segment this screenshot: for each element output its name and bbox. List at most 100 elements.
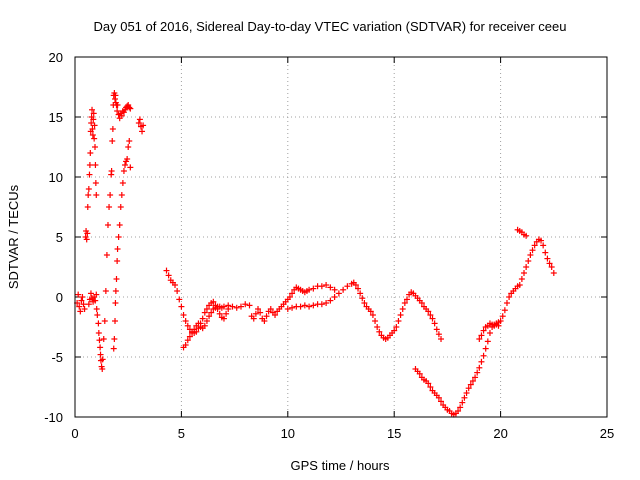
data-point	[455, 408, 462, 414]
data-point	[246, 302, 253, 309]
data-point	[127, 105, 134, 112]
data-point	[95, 330, 102, 336]
data-point	[212, 302, 219, 309]
data-point	[114, 246, 121, 252]
data-point	[99, 366, 106, 372]
data-point	[323, 300, 330, 306]
data-point	[120, 168, 127, 174]
data-point	[418, 300, 425, 306]
data-point	[480, 352, 487, 359]
data-point	[484, 338, 491, 345]
data-point	[369, 312, 376, 318]
data-point	[340, 286, 347, 293]
data-point	[118, 112, 125, 119]
data-point	[87, 290, 94, 297]
data-point	[96, 337, 103, 344]
data-point	[118, 192, 125, 198]
data-point	[229, 303, 236, 310]
data-point	[75, 291, 82, 298]
y-tick-label: 15	[49, 110, 63, 125]
data-point	[355, 285, 362, 292]
data-point	[399, 306, 406, 312]
data-point	[372, 318, 379, 324]
data-point	[93, 306, 100, 312]
data-point	[521, 270, 528, 276]
data-point	[87, 150, 94, 156]
data-point	[89, 132, 96, 138]
data-point	[306, 303, 313, 310]
data-point	[206, 313, 213, 320]
data-point	[501, 307, 508, 314]
data-point	[503, 300, 510, 306]
data-point	[359, 295, 366, 302]
data-point	[438, 336, 445, 342]
data-point	[112, 288, 119, 294]
x-tick-label: 25	[600, 426, 614, 441]
data-point	[99, 356, 106, 363]
data-point	[527, 252, 534, 258]
data-point	[85, 192, 92, 198]
data-point	[233, 304, 240, 311]
data-point	[86, 171, 93, 178]
data-point	[374, 324, 381, 330]
data-point	[478, 358, 485, 365]
data-point	[429, 315, 436, 322]
data-point	[318, 301, 325, 308]
data-point	[427, 384, 434, 390]
data-point	[81, 306, 88, 312]
data-point	[263, 313, 270, 320]
data-point	[178, 303, 185, 310]
data-point	[174, 288, 181, 294]
data-point	[261, 318, 268, 324]
data-point	[111, 336, 118, 342]
data-point	[78, 297, 85, 304]
y-tick-label: -5	[51, 350, 63, 365]
data-point	[352, 282, 359, 288]
data-point	[88, 120, 95, 126]
data-point	[327, 284, 334, 291]
data-point	[403, 296, 410, 303]
x-axis-label: GPS time / hours	[291, 458, 390, 473]
grid	[75, 57, 607, 417]
data-point	[92, 180, 99, 186]
data-point	[425, 380, 432, 387]
data-point	[393, 324, 400, 330]
data-point	[89, 126, 96, 132]
data-point	[318, 283, 325, 290]
data-point	[323, 282, 330, 288]
data-point	[90, 110, 97, 117]
data-point	[538, 237, 545, 244]
y-axis-ticks: -10 -5 0 5 10 15 20	[44, 50, 607, 425]
data-point	[523, 232, 530, 239]
data-point	[199, 315, 206, 322]
data-point	[85, 186, 92, 192]
data-point	[252, 310, 259, 317]
data-point	[482, 345, 489, 352]
data-point	[109, 138, 116, 144]
data-point	[357, 290, 364, 297]
data-point	[391, 327, 398, 334]
data-point	[459, 399, 466, 406]
data-point	[463, 390, 470, 396]
data-point	[195, 320, 202, 327]
data-point	[531, 242, 538, 249]
data-point	[542, 249, 549, 256]
data-point	[189, 330, 196, 336]
data-point	[486, 330, 493, 336]
y-tick-label: 20	[49, 50, 63, 65]
data-point	[331, 286, 338, 293]
data-point	[77, 308, 84, 315]
data-point	[186, 333, 193, 340]
data-point	[182, 318, 189, 324]
data-point	[518, 276, 525, 282]
data-point	[401, 300, 408, 306]
data-point	[163, 267, 170, 274]
data-point	[112, 92, 119, 99]
data-point	[478, 332, 485, 339]
data-point	[84, 204, 91, 210]
data-point	[272, 312, 279, 318]
data-point	[125, 144, 132, 150]
data-point	[344, 283, 351, 290]
data-point	[83, 236, 90, 243]
data-point	[117, 204, 124, 210]
